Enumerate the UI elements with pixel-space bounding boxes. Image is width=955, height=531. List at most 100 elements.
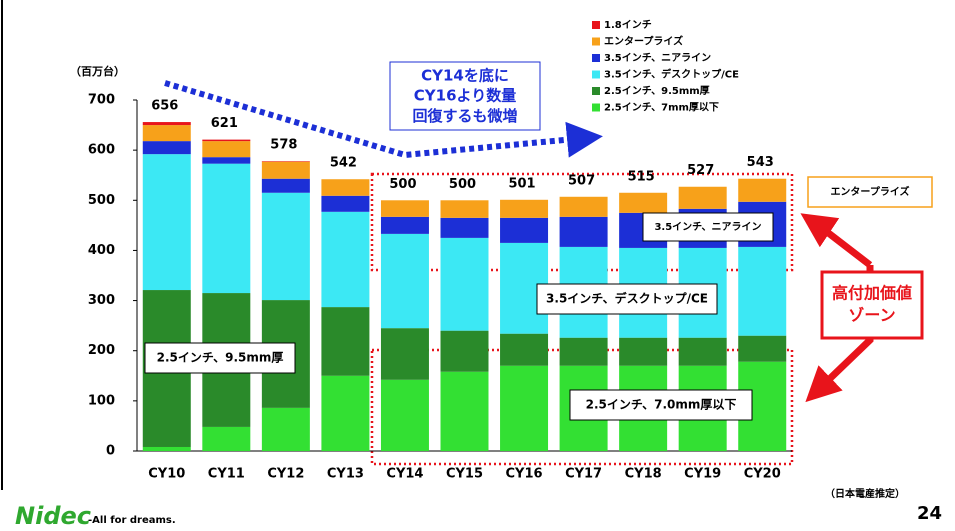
total-label: 656 [151,99,178,114]
x-tick-label: CY10 [148,467,185,482]
bar-segment [380,216,429,234]
legend-label: 3.5インチ、デスクトップ/CE [604,68,739,81]
legend-label: 2.5インチ、9.5mm厚 [604,85,710,97]
legend-swatch [592,54,600,62]
y-tick-label: 0 [106,444,115,459]
legend-swatch [592,21,600,29]
bar-segment [202,141,251,158]
bar-segment [678,186,727,209]
legend-label: 3.5インチ、ニアライン [604,52,711,64]
annotation-box [389,61,541,131]
x-tick-label: CY16 [506,467,543,482]
annotation-text: 3.5インチ、デスクトップ/CE [546,291,708,306]
bar-segment [440,371,489,451]
bar-segment [202,426,251,451]
annotation-box [536,283,718,315]
bar-segment [261,161,310,162]
total-label: 543 [747,155,774,170]
y-axis-label: （百万台） [70,64,125,78]
total-label: 501 [508,176,535,191]
legend-swatch [592,103,600,112]
bar-segment [321,375,370,451]
y-tick-label: 500 [88,193,115,208]
bar-segment [440,237,489,331]
annotation-box [144,342,296,374]
x-tick-label: CY19 [684,467,721,482]
y-tick-label: 300 [88,293,115,308]
annotation-text: CY14を底に [421,66,509,84]
bar-segment [261,161,310,179]
legend-swatch [592,87,600,95]
legend-label: 2.5インチ、7mm厚以下 [604,102,719,114]
bar-segment [559,337,608,366]
bar-segment [500,199,549,218]
bar-segment [321,211,370,308]
x-tick-label: CY14 [386,467,423,482]
bar-segment [440,217,489,238]
bar-segment [619,337,668,366]
bar-segment [440,330,489,372]
bar-segment [380,200,429,217]
total-label: 542 [330,156,357,171]
total-label: 500 [449,177,476,192]
total-label: 507 [568,173,595,188]
total-label: 578 [270,138,297,153]
total-label: 527 [687,163,714,178]
annotation-box [569,389,753,421]
x-tick-label: CY12 [267,467,304,482]
legend-label: 1.8インチ [604,19,652,31]
bar-segment [559,216,608,247]
logo: Nidec [15,502,91,530]
x-tick-label: CY13 [327,467,364,482]
bar-segment [619,192,668,213]
x-tick-label: CY20 [744,467,781,482]
x-tick-label: CY15 [446,467,483,482]
bar-segment [500,217,549,243]
annotation-text: 3.5インチ、ニアライン [654,221,761,233]
bar-segment [738,246,787,336]
bar-segment [261,178,310,193]
annotation-text: CY16より数量 [414,87,516,105]
bar-segment [321,195,370,212]
annotation-text: 高付加価値 [832,284,912,303]
bar-segment [142,125,191,142]
bar-segment [500,333,549,366]
zone-arrow [800,213,840,248]
annotation-text: 2.5インチ、7.0mm厚以下 [586,398,737,412]
bar-segment [321,179,370,196]
bar-segment [142,122,191,126]
legend-swatch [592,70,600,79]
y-tick-label: 400 [88,243,115,258]
bar-segment [678,337,727,366]
source: （日本電産推定） [825,487,905,500]
annotation-text: ゾーン [848,305,895,324]
bar-segment [380,379,429,451]
bar-segment [202,139,251,142]
y-tick-label: 600 [88,143,115,158]
x-tick-label: CY17 [565,467,602,482]
annotation-text: エンタープライズ [830,185,909,198]
y-tick-label: 200 [88,343,115,358]
y-tick-label: 100 [88,393,115,408]
total-label: 515 [628,169,655,184]
legend-label: エンタープライズ [604,35,683,48]
annotation-box [807,176,933,208]
total-label: 621 [211,116,238,131]
bar-segment [440,200,489,218]
bar-segment [261,407,310,451]
bar-segment [380,233,429,329]
bar-segment [738,178,787,202]
annotation-box [642,212,774,242]
trend-arrow [164,80,603,159]
page-number: 24 [917,503,942,524]
bar-segment [321,307,370,376]
annotation-text: 2.5インチ、9.5mm厚 [157,351,284,365]
y-tick-label: 700 [88,93,115,108]
bar-segment [559,196,608,217]
tagline: -All for dreams. [88,515,176,526]
bar-segment [500,365,549,451]
annotation-box [820,270,924,340]
bar-segment [142,446,191,451]
total-label: 500 [389,177,416,192]
